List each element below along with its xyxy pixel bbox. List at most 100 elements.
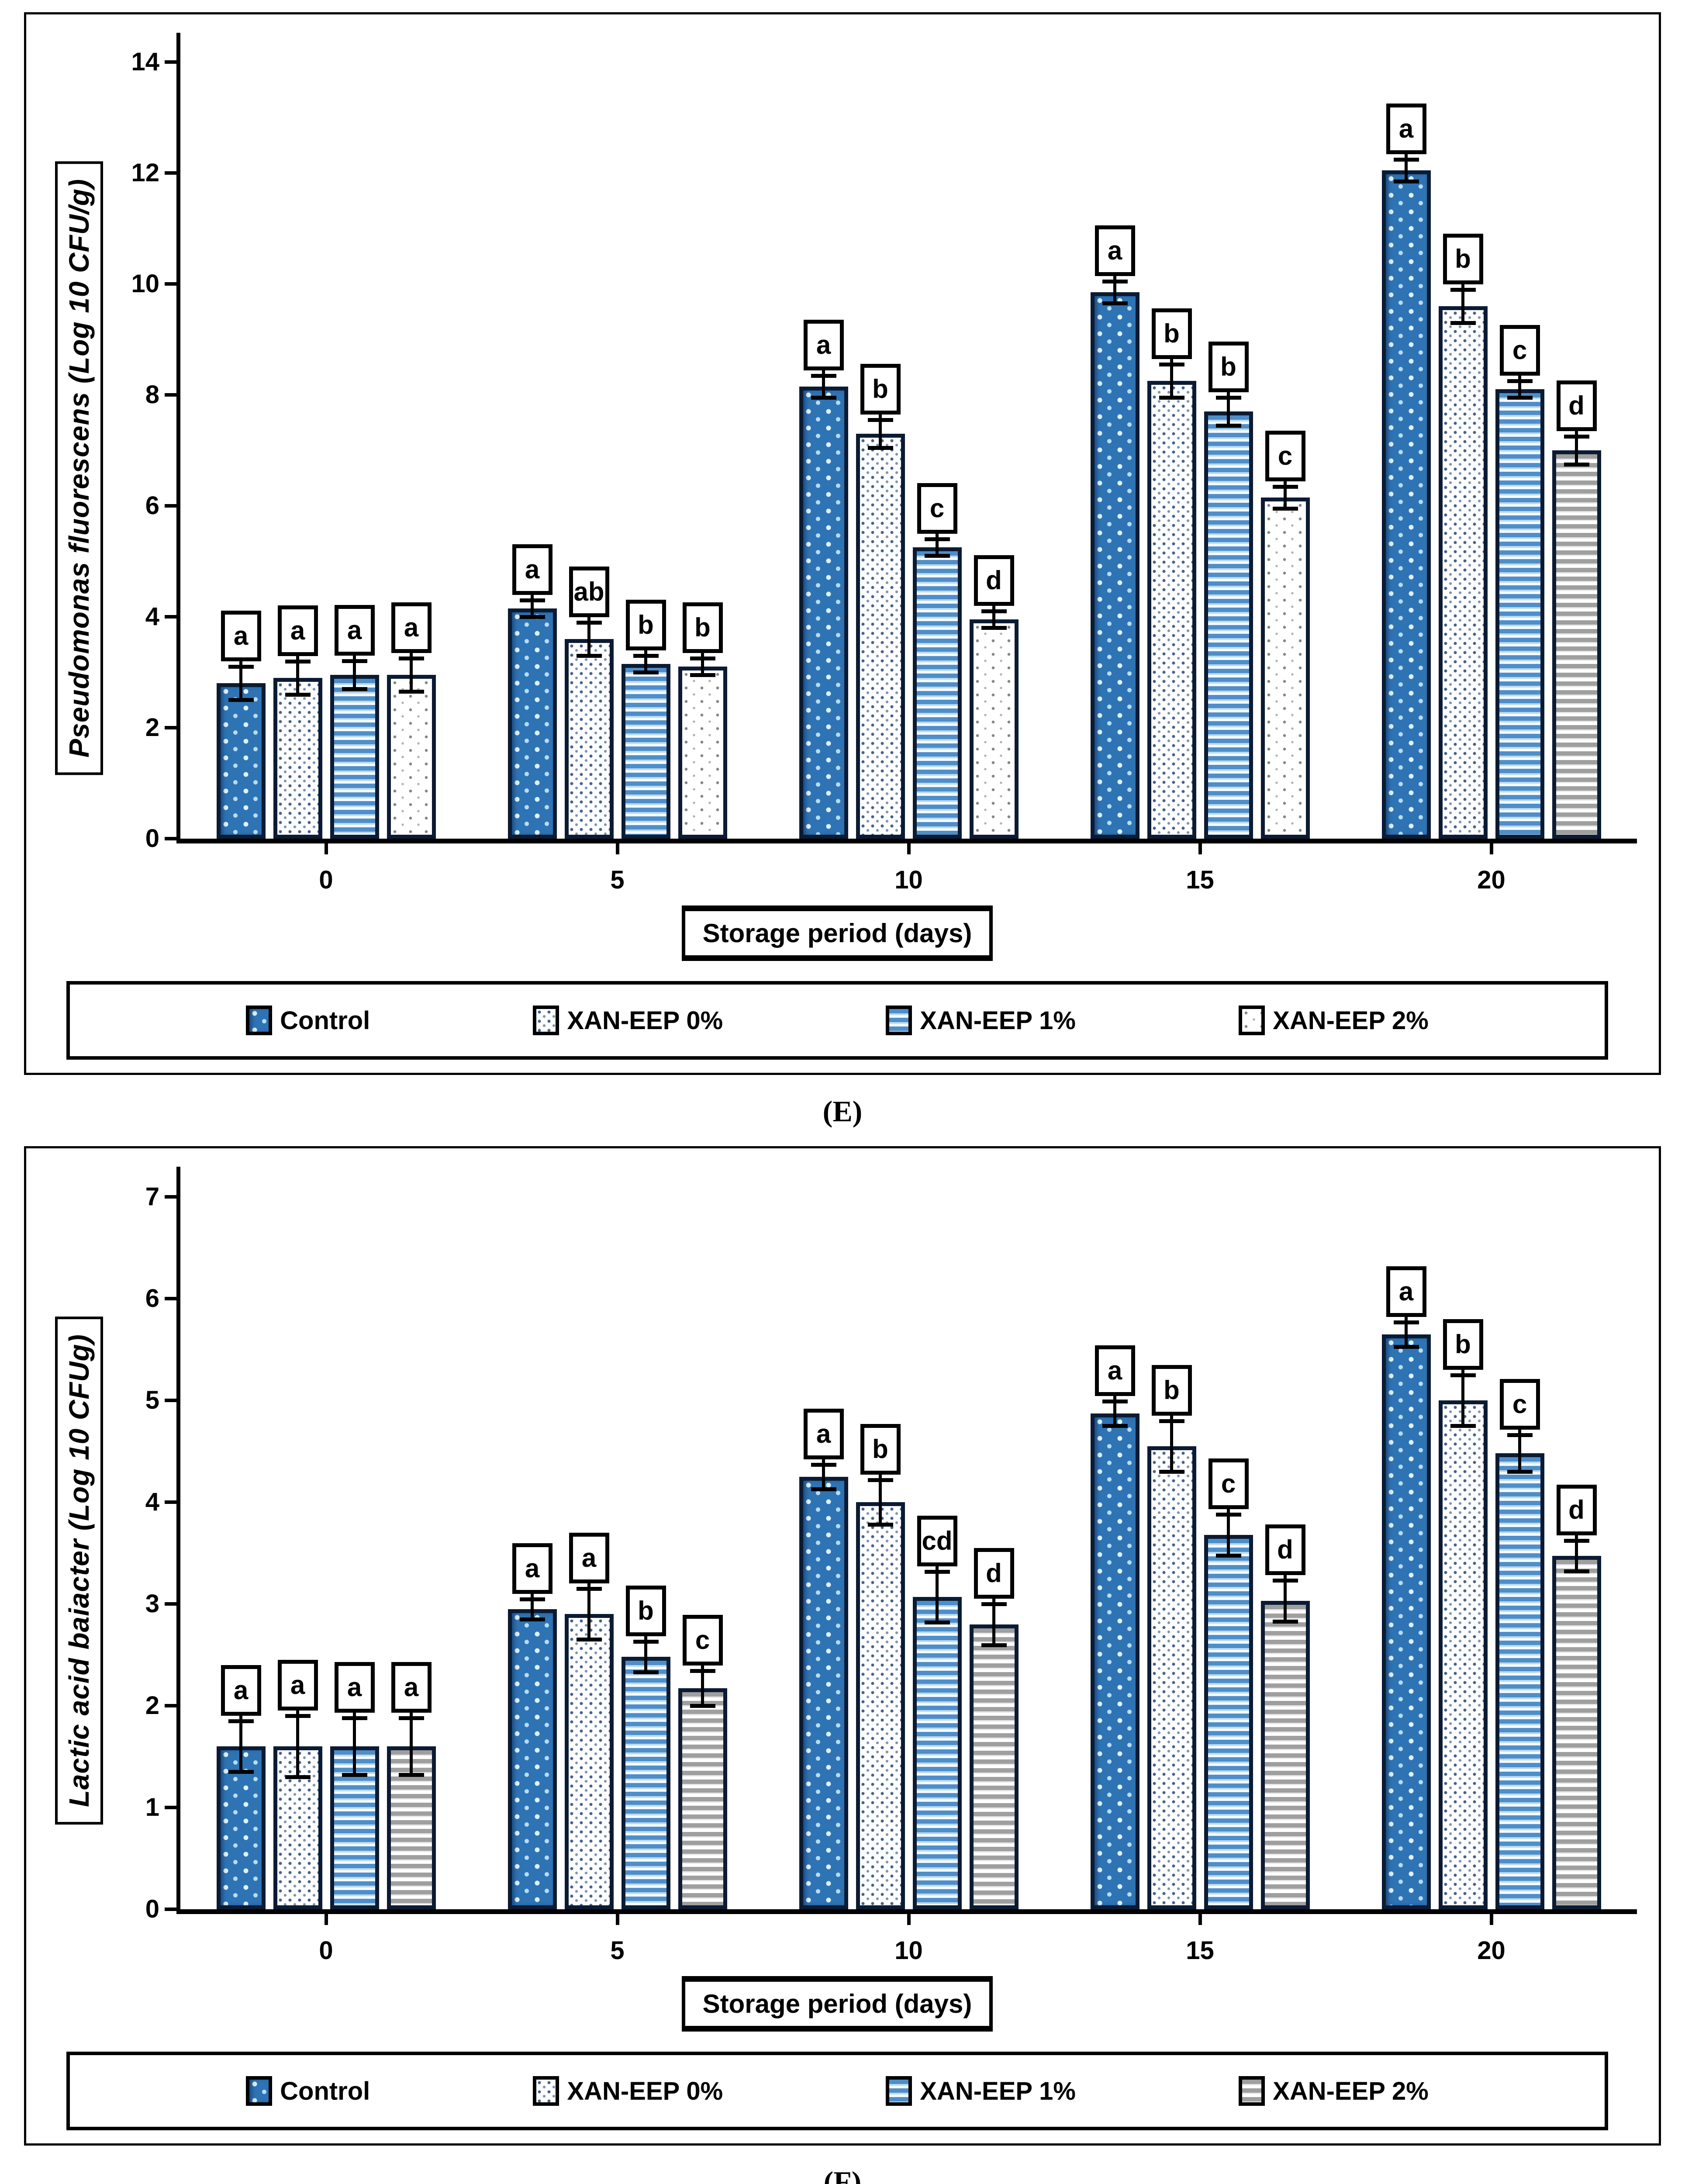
x-tick-label: 15: [1186, 866, 1214, 894]
plot-area: 0 2 4 6 8 10 12 14 a a a a 0 a ab b b 5 a b c d 10 a b b c 15 a b c d 20: [131, 33, 1637, 894]
significance-letter: ab: [569, 567, 609, 617]
error-bar: [1461, 1370, 1464, 1426]
error-bar-cap-bottom: [519, 1617, 545, 1621]
bar-group-item: a: [1381, 104, 1431, 839]
bar-xan-eep-0--day20: [1438, 1400, 1488, 1909]
bar-xan-eep-1--day20: [1495, 389, 1544, 839]
legend-item: XAN-EEP 0%: [533, 2076, 723, 2106]
error-bar: [879, 415, 882, 448]
significance-letter: c: [1499, 325, 1540, 376]
error-bar: [1113, 1396, 1116, 1426]
legend-label: XAN-EEP 2%: [1273, 1006, 1429, 1035]
error-bar: [1170, 1416, 1173, 1472]
significance-letter: c: [1265, 431, 1305, 481]
error-bar-cap-top: [1159, 363, 1184, 366]
error-bar-cap-bottom: [1393, 180, 1419, 183]
error-bar-cap-top: [1102, 1400, 1128, 1403]
legend-swatch-xan-eep-0-: [533, 2076, 559, 2106]
y-tick-label: 0: [145, 1895, 159, 1923]
significance-letter: a: [1095, 1345, 1135, 1396]
bar-group-item: a: [799, 320, 848, 839]
legend-swatch-control: [246, 2076, 273, 2106]
bar-group-item: a: [273, 1660, 322, 1909]
error-bar-cap-top: [924, 537, 950, 541]
bar-xan-eep-1--day0: [330, 675, 379, 839]
significance-letter: b: [682, 602, 723, 653]
legend-label: XAN-EEP 2%: [1273, 2077, 1429, 2105]
y-axis-title: Lactic acid baiacter (Log 10 CFUg): [55, 1316, 103, 1825]
error-bar-cap-bottom: [1507, 1470, 1533, 1474]
error-bar-cap-bottom: [1159, 396, 1184, 400]
panel-label-e: (E): [822, 1095, 863, 1128]
x-tick-label: 0: [319, 866, 333, 894]
error-bar-cap-bottom: [1215, 1554, 1241, 1558]
error-bar-cap-bottom: [519, 615, 545, 619]
y-axis-tick: [165, 1704, 176, 1707]
y-axis-tick: [165, 1602, 176, 1606]
error-bar-cap-top: [285, 660, 311, 663]
error-bar: [1170, 359, 1173, 397]
y-tick-label: 6: [145, 1284, 159, 1313]
bar-group-item: c: [1495, 1379, 1544, 1909]
y-tick-label: 12: [131, 159, 159, 187]
error-bar-cap-top: [1215, 1513, 1241, 1517]
bar-xan-eep-0--day5: [564, 639, 614, 839]
error-bar-cap-top: [1564, 1539, 1589, 1543]
bar-group-item: b: [1204, 342, 1253, 839]
error-bar-cap-bottom: [811, 1487, 836, 1491]
bar-group-item: c: [678, 1615, 727, 1909]
x-tick-label: 10: [894, 1936, 923, 1965]
bar-control-day15: [1090, 1413, 1139, 1909]
x-axis-tick: [324, 843, 328, 854]
x-axis-tick: [907, 1914, 911, 1925]
bar-xan-eep-0--day15: [1147, 381, 1196, 839]
y-axis-tick: [165, 1806, 176, 1809]
error-bar: [1518, 1430, 1521, 1472]
y-axis-tick: [165, 393, 176, 397]
error-bar: [822, 1459, 825, 1489]
error-bar-cap-top: [1450, 1373, 1476, 1377]
significance-letter: a: [1095, 225, 1135, 276]
error-bar: [1575, 1535, 1578, 1571]
significance-letter: b: [1443, 1319, 1483, 1370]
error-bar-cap-bottom: [1215, 424, 1241, 428]
bar-xan-eep-2--day20: [1552, 1556, 1601, 1909]
error-bar-cap-top: [924, 1570, 950, 1574]
error-bar: [296, 1711, 299, 1777]
bar-group-item: b: [1438, 234, 1488, 839]
significance-letter: a: [1386, 1266, 1426, 1317]
error-bar: [1227, 392, 1230, 425]
error-bar: [644, 1636, 647, 1672]
bar-xan-eep-0--day0: [273, 678, 322, 839]
significance-letter: d: [974, 555, 1014, 606]
error-bar-cap-top: [398, 657, 424, 660]
y-axis-tick: [165, 1297, 176, 1300]
bar-group-item: d: [969, 555, 1019, 839]
significance-letter: a: [334, 1662, 375, 1713]
error-bar: [1405, 154, 1408, 181]
bar-xan-eep-2--day5: [678, 1688, 727, 1909]
error-bar-cap-top: [1102, 280, 1128, 283]
bar-xan-eep-2--day20: [1552, 450, 1601, 839]
error-bar-cap-bottom: [576, 1638, 602, 1641]
y-tick-label: 10: [131, 270, 159, 298]
bar-xan-eep-0--day10: [856, 1502, 905, 1909]
y-tick-label: 7: [145, 1182, 159, 1211]
bar-group-item: b: [856, 1424, 905, 1909]
y-tick-label: 1: [145, 1793, 159, 1821]
significance-letter: a: [1386, 104, 1426, 154]
bar-group-item: ab: [564, 567, 614, 839]
bar-xan-eep-1--day15: [1204, 411, 1253, 839]
bar-group-item: a: [387, 602, 436, 839]
bar-control-day20: [1381, 170, 1431, 839]
legend: Control XAN-EEP 0% XAN-EEP 1% XAN-EEP 2%: [66, 981, 1608, 1060]
legend-item: XAN-EEP 1%: [886, 2076, 1076, 2106]
bar-group-item: c: [1495, 325, 1544, 839]
error-bar: [239, 1716, 242, 1772]
bar-group-item: a: [216, 1665, 266, 1909]
significance-letter: a: [803, 1409, 844, 1459]
bar-control-day0: [216, 683, 266, 839]
x-axis-tick: [324, 1914, 328, 1925]
bar-xan-eep-2--day15: [1260, 1601, 1310, 1909]
